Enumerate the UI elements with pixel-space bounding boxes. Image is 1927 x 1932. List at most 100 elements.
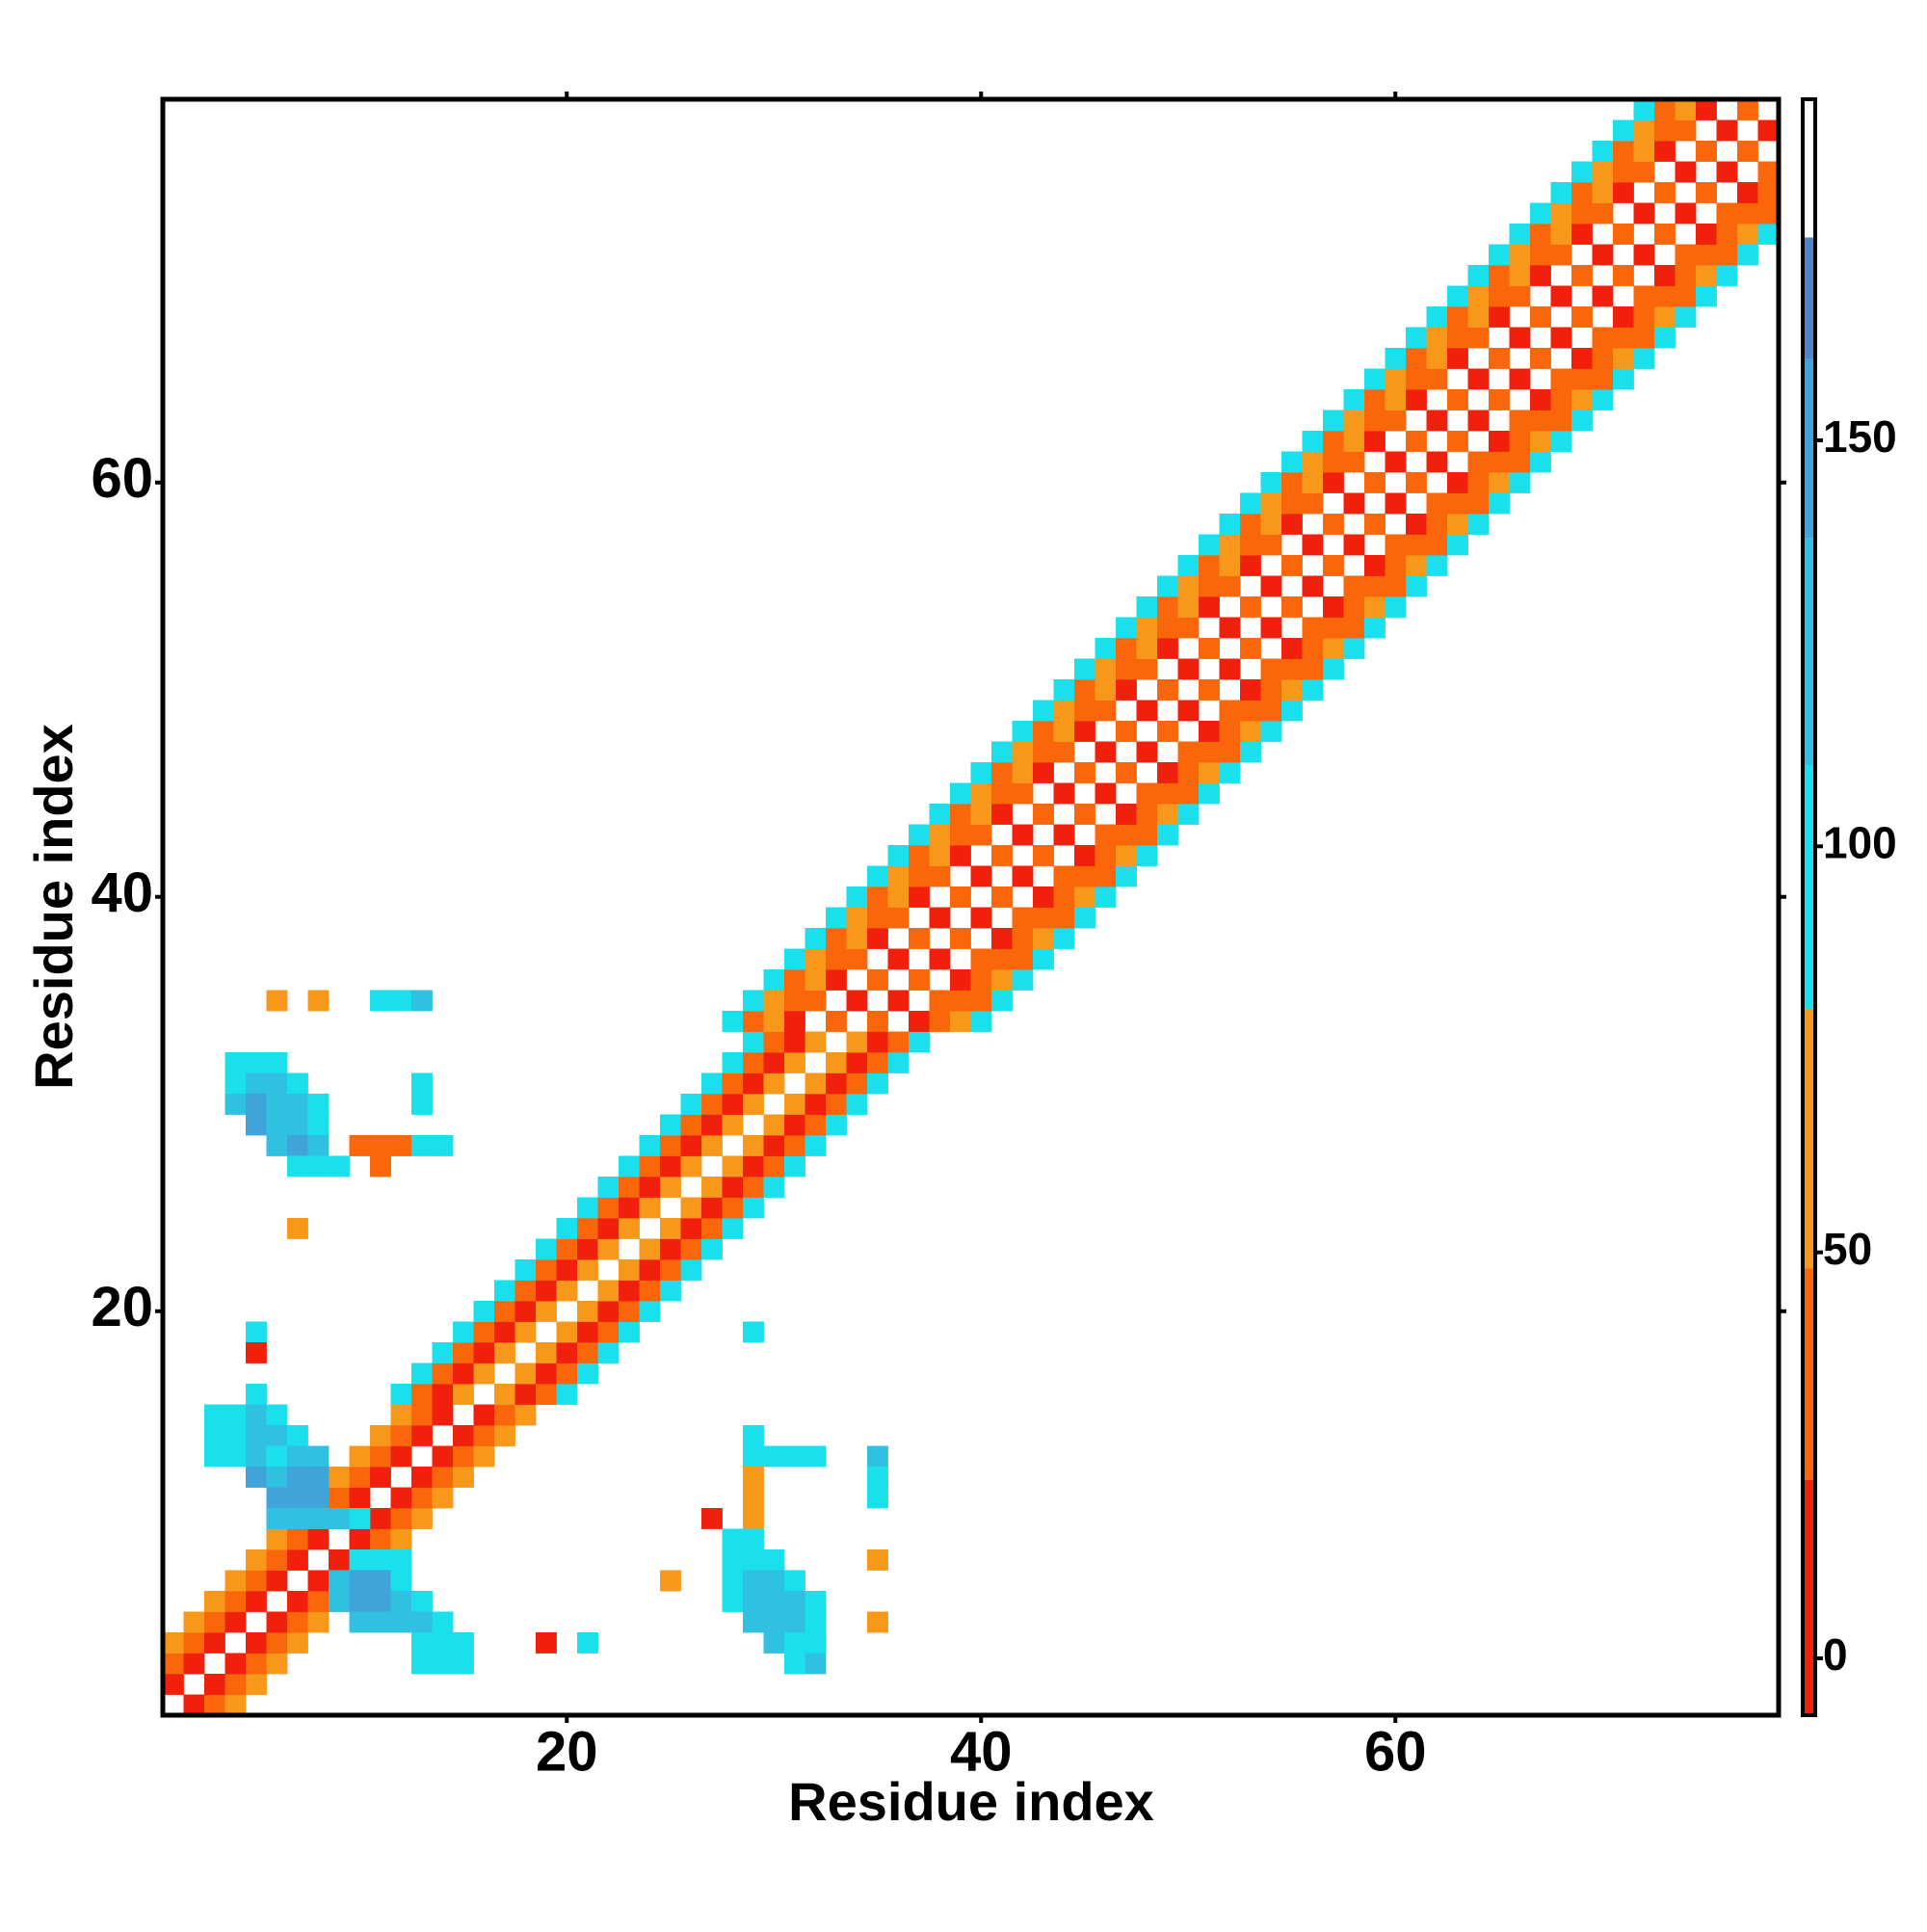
heatmap-cell — [1323, 472, 1344, 493]
heatmap-cell — [1426, 534, 1448, 556]
heatmap-cell — [1426, 368, 1448, 390]
heatmap-cell — [722, 1570, 744, 1592]
heatmap-cell — [1302, 617, 1324, 639]
heatmap-cell — [1074, 887, 1095, 908]
heatmap-cell — [1136, 638, 1158, 659]
heatmap-cell — [390, 1445, 412, 1468]
heatmap-cell — [370, 1570, 391, 1592]
heatmap-cell — [1281, 596, 1303, 618]
heatmap-cell — [204, 1591, 225, 1612]
heatmap-cell — [1199, 555, 1220, 576]
y-tick-label: 60 — [91, 447, 153, 510]
heatmap-cell — [1116, 658, 1137, 680]
heatmap-cell — [743, 1177, 764, 1198]
heatmap-cell — [1550, 327, 1572, 349]
heatmap-cell — [1199, 762, 1220, 783]
heatmap-cell — [1323, 638, 1344, 659]
heatmap-cell — [970, 824, 992, 846]
heatmap-cell — [515, 1280, 537, 1302]
heatmap-cell — [1012, 762, 1034, 783]
heatmap-cell — [411, 1467, 433, 1488]
heatmap-cell — [1116, 762, 1137, 783]
heatmap-cell — [287, 1591, 308, 1612]
heatmap-cell — [1136, 596, 1158, 618]
heatmap-cell — [1385, 368, 1407, 390]
heatmap-cell — [1033, 804, 1054, 825]
heatmap-cell — [1033, 845, 1054, 866]
heatmap-cell — [204, 1445, 225, 1468]
heatmap-cell — [1116, 865, 1137, 887]
heatmap-cell — [307, 1094, 330, 1115]
heatmap-cell — [763, 1031, 785, 1053]
heatmap-cell — [1675, 119, 1697, 142]
heatmap-cell — [784, 1031, 805, 1053]
heatmap-cell — [1033, 762, 1054, 783]
heatmap-cell — [432, 1467, 454, 1488]
heatmap-cell — [1406, 348, 1427, 369]
x-tick-label: 20 — [536, 1720, 598, 1783]
heatmap-cell — [743, 1528, 764, 1550]
heatmap-cell — [453, 1384, 474, 1405]
heatmap-cell — [1633, 244, 1655, 266]
heatmap-cell — [1053, 782, 1075, 805]
heatmap-cell — [266, 1632, 288, 1654]
heatmap-cell — [536, 1384, 557, 1405]
heatmap-cell — [639, 1177, 661, 1198]
heatmap-cell — [1074, 679, 1095, 701]
heatmap-cell — [909, 887, 930, 908]
heatmap-cell — [867, 1549, 888, 1571]
heatmap-cell — [224, 1611, 247, 1633]
heatmap-cell — [701, 1218, 723, 1239]
heatmap-cell — [307, 1467, 330, 1488]
heatmap-cell — [763, 1632, 785, 1654]
heatmap-cell — [432, 1445, 454, 1468]
heatmap-cell — [266, 1611, 288, 1633]
heatmap-cell — [453, 1425, 474, 1446]
heatmap-cell — [1716, 119, 1738, 142]
heatmap-cell — [1053, 679, 1075, 701]
heatmap-cell — [1199, 534, 1220, 556]
x-axis-title: Residue index — [788, 1771, 1154, 1832]
heatmap-cell — [1633, 327, 1655, 349]
heatmap-cell — [1074, 865, 1095, 887]
heatmap-cell — [722, 1011, 744, 1032]
heatmap-cell — [1757, 202, 1780, 225]
heatmap-cell — [1281, 700, 1303, 722]
heatmap-cell — [1489, 285, 1510, 307]
heatmap-cell — [1323, 410, 1344, 432]
heatmap-cell — [246, 1570, 267, 1592]
heatmap-cell — [991, 782, 1013, 805]
heatmap-cell — [349, 1570, 371, 1592]
heatmap-cell — [660, 1280, 681, 1302]
heatmap-cell — [867, 1052, 888, 1073]
heatmap-cell — [1489, 265, 1510, 286]
heatmap-cell — [970, 990, 992, 1012]
heatmap-cell — [1654, 141, 1676, 162]
heatmap-cell — [390, 1508, 412, 1529]
heatmap-cell — [1675, 265, 1697, 286]
heatmap-cell — [805, 1135, 827, 1156]
heatmap-cell — [411, 1487, 433, 1509]
heatmap-cell — [826, 1114, 847, 1136]
heatmap-cell — [1633, 99, 1655, 120]
heatmap-cell — [867, 907, 888, 929]
heatmap-cell — [680, 1155, 702, 1178]
heatmap-cell — [639, 1135, 661, 1156]
heatmap-cell — [1467, 327, 1490, 349]
heatmap-cell — [680, 1218, 702, 1239]
heatmap-cell — [1199, 679, 1220, 701]
heatmap-cell — [1157, 679, 1178, 701]
heatmap-cell — [246, 1653, 267, 1675]
heatmap-cell — [867, 1467, 888, 1488]
heatmap-cell — [1550, 202, 1572, 225]
heatmap-cell — [1364, 410, 1386, 432]
heatmap-cell — [287, 1425, 308, 1446]
heatmap-cell — [183, 1653, 205, 1675]
heatmap-cell — [432, 1653, 454, 1675]
heatmap-cell — [329, 1487, 350, 1509]
heatmap-cell — [784, 1445, 805, 1468]
heatmap-cell — [1343, 389, 1365, 410]
heatmap-cell — [743, 1591, 764, 1612]
heatmap-cell — [1447, 285, 1468, 307]
heatmap-cell — [1530, 410, 1551, 432]
